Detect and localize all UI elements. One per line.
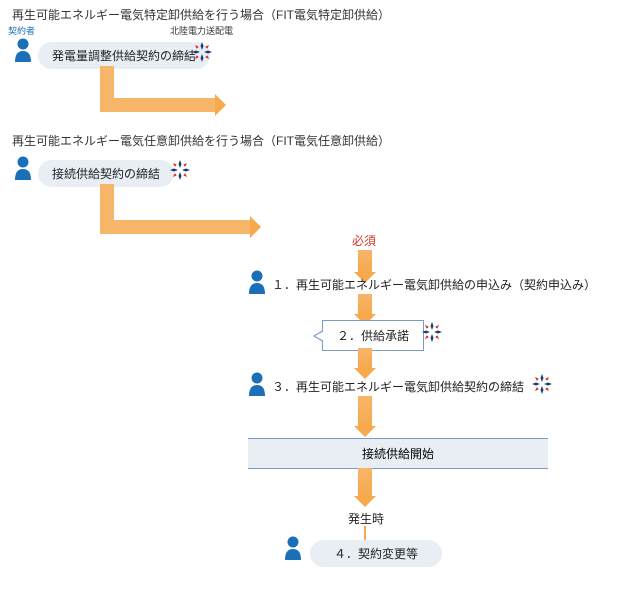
company-label: 北陸電力送配電	[170, 24, 233, 37]
arrow-step3	[358, 348, 372, 368]
connector-final	[364, 526, 366, 540]
arrow-occur	[358, 468, 372, 496]
company-icon	[190, 40, 214, 64]
step1-text: １．再生可能エネルギー電気卸供給の申込み（契約申込み）	[272, 276, 596, 293]
person-icon	[14, 156, 32, 180]
person-icon	[14, 38, 32, 62]
step4-box: ４．契約変更等	[310, 540, 442, 567]
step2-box: ２．供給承諾	[322, 320, 424, 351]
must-label: 必須	[352, 232, 376, 249]
arrow-supply	[358, 396, 372, 426]
person-icon	[248, 270, 266, 294]
person-icon	[284, 536, 302, 560]
company-icon	[168, 158, 192, 182]
arrow-step1	[358, 250, 372, 272]
section1-title: 再生可能エネルギー電気特定卸供給を行う場合（FIT電気特定卸供給）	[12, 6, 390, 23]
arrow-step2	[358, 294, 372, 314]
contractor-label: 契約者	[8, 24, 35, 37]
company-icon	[530, 372, 554, 396]
company-icon	[420, 320, 444, 344]
step3-text: ３．再生可能エネルギー電気卸供給契約の締結	[272, 378, 524, 395]
section2-title: 再生可能エネルギー電気任意卸供給を行う場合（FIT電気任意卸供給）	[12, 132, 390, 149]
occur-label: 発生時	[348, 510, 384, 527]
section2-box: 接続供給契約の締結	[38, 160, 174, 187]
section1-box: 発電量調整供給契約の締結	[38, 42, 210, 69]
supply-start: 接続供給開始	[248, 438, 548, 469]
person-icon	[248, 372, 266, 396]
